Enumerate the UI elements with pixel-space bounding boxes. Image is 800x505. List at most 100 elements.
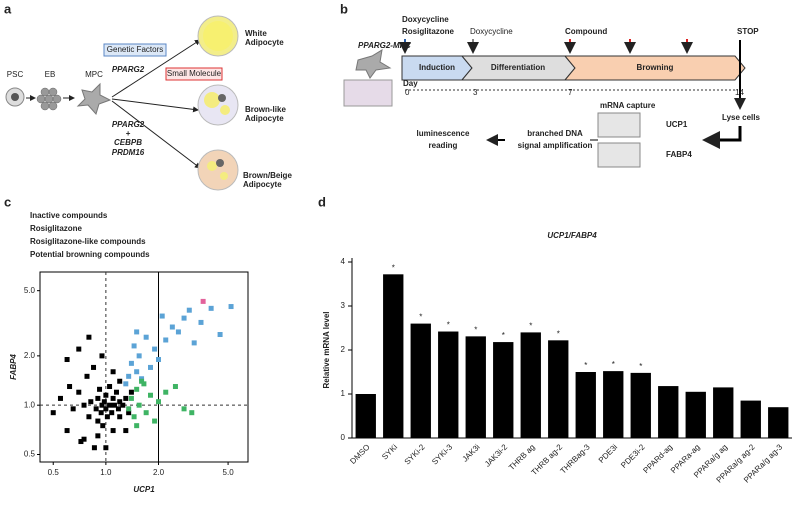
label: Lyse cells xyxy=(722,113,761,122)
icon xyxy=(355,49,392,79)
label: PRDM16 xyxy=(112,148,145,157)
bar xyxy=(630,372,651,438)
point xyxy=(128,395,134,401)
arrow xyxy=(111,100,201,169)
point xyxy=(103,445,109,451)
point xyxy=(95,395,101,401)
significance: * xyxy=(557,329,560,338)
x-axis-label: UCP1 xyxy=(133,485,155,494)
bar xyxy=(465,336,486,438)
point xyxy=(152,418,158,424)
point xyxy=(159,313,165,319)
x-tick-label: PDE3i xyxy=(597,442,620,465)
significance: * xyxy=(392,263,395,272)
x-tick-label: DMSO xyxy=(348,443,371,466)
combo: PPARG2 + CEBPB PRDM16 xyxy=(112,120,145,157)
x-tick-label: SYKi-3 xyxy=(430,442,454,466)
point xyxy=(57,395,63,401)
bar xyxy=(603,371,624,438)
point xyxy=(101,399,107,405)
label: FABP4 xyxy=(666,150,692,159)
arrow xyxy=(111,98,199,113)
point xyxy=(97,386,103,392)
point xyxy=(156,357,162,363)
point xyxy=(110,395,116,401)
label: Adipocyte xyxy=(245,114,284,123)
label: Differentiation xyxy=(491,63,545,72)
point xyxy=(123,395,129,401)
icon xyxy=(343,79,393,107)
point xyxy=(141,381,147,387)
panel-label: d xyxy=(318,194,326,209)
point xyxy=(200,298,206,304)
icon xyxy=(11,93,19,101)
point xyxy=(134,369,140,375)
point xyxy=(76,389,82,395)
bar xyxy=(438,331,459,438)
bar xyxy=(520,332,541,438)
point xyxy=(99,402,105,408)
label: branched DNA xyxy=(527,129,583,138)
point xyxy=(103,392,109,398)
point xyxy=(117,399,123,405)
significance: * xyxy=(502,331,505,340)
point xyxy=(91,364,97,370)
label: Compound xyxy=(565,27,607,36)
point xyxy=(189,410,195,416)
icon xyxy=(220,105,230,115)
point xyxy=(172,384,178,390)
point xyxy=(50,410,56,416)
icon xyxy=(76,82,112,116)
point xyxy=(136,402,142,408)
point xyxy=(81,436,87,442)
y-tick-label: 5.0 xyxy=(24,286,36,295)
node-label: EB xyxy=(45,70,56,79)
point xyxy=(109,410,115,416)
panel-label: b xyxy=(340,1,348,16)
x-tick-label: JAK3i-2 xyxy=(483,442,510,469)
label: Doxycycline xyxy=(470,27,513,36)
point xyxy=(113,389,119,395)
point xyxy=(95,433,101,439)
panel-label: a xyxy=(4,1,12,16)
node-label: PSC xyxy=(7,70,24,79)
y-tick-label: 3 xyxy=(341,301,346,310)
point xyxy=(131,414,137,420)
point xyxy=(163,389,169,395)
point xyxy=(100,423,106,429)
point xyxy=(120,402,126,408)
stage xyxy=(563,55,746,81)
y-tick-label: 0 xyxy=(341,433,346,442)
point xyxy=(91,445,97,451)
point xyxy=(103,406,109,412)
point xyxy=(134,386,140,392)
icon xyxy=(197,149,239,191)
y-axis-label: FABP4 xyxy=(9,354,18,380)
point xyxy=(84,373,90,379)
point xyxy=(148,392,154,398)
label: Adipocyte xyxy=(243,180,282,189)
label: Brown/Beige xyxy=(243,171,292,180)
point xyxy=(117,378,123,384)
x-tick-label: JAK3i xyxy=(461,442,482,463)
point xyxy=(139,378,145,384)
point xyxy=(134,423,140,429)
label: STOP xyxy=(737,27,759,36)
label: 7 xyxy=(568,88,573,97)
bar xyxy=(685,391,706,438)
point xyxy=(169,324,175,330)
label: 3 xyxy=(473,88,478,97)
point xyxy=(115,406,121,412)
point xyxy=(123,381,129,387)
point xyxy=(86,414,92,420)
point xyxy=(78,439,84,445)
label: luminescence xyxy=(417,129,470,138)
y-tick-label: 0.5 xyxy=(24,450,36,459)
icon xyxy=(203,21,233,51)
label: PPARG2-MPC xyxy=(358,41,411,50)
point xyxy=(181,315,187,321)
icon xyxy=(204,92,220,108)
point xyxy=(148,364,154,370)
significance: * xyxy=(474,325,477,334)
point xyxy=(111,402,117,408)
